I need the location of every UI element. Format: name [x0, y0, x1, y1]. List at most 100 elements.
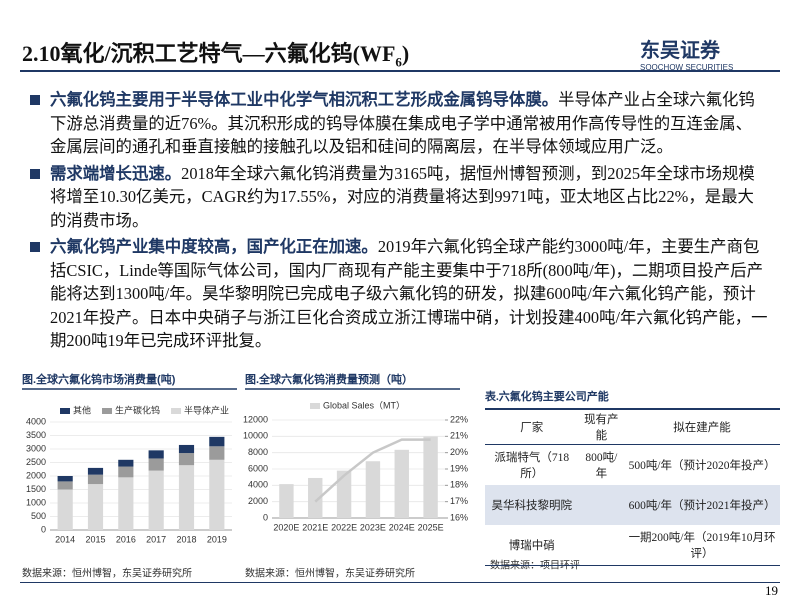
y2-tick-label: 22%: [450, 414, 468, 424]
y2-tick-label: 20%: [450, 447, 468, 457]
bar: [148, 470, 164, 530]
y-tick-label: 6000: [248, 463, 268, 473]
legend-swatch: [102, 408, 113, 414]
bar: [178, 453, 195, 466]
bar: [209, 446, 225, 460]
bar: [178, 444, 195, 454]
x-tick-label: 2025E: [418, 522, 444, 532]
bar: [87, 484, 104, 530]
x-tick-label: 2023E: [360, 522, 386, 532]
bar: [57, 489, 73, 530]
bar: [279, 484, 294, 518]
logo-cn: 东吴证券: [640, 38, 720, 62]
bullet-lead: 需求端增长迅速。: [50, 163, 182, 183]
bar: [209, 459, 225, 530]
header-cell: 厂家: [485, 410, 579, 445]
legend-label: Global Sales（MT）: [323, 400, 405, 410]
table-cell: 一期200吨/年（2019年10月环评）: [624, 525, 780, 566]
bar: [336, 470, 352, 518]
x-tick-label: 2024E: [389, 522, 415, 532]
bullet-text: 2019年六氟化钨全球产能约3000吨/年，主要生产商包括CSIC，Linde等…: [50, 237, 768, 350]
title-end: ): [401, 41, 410, 66]
y-tick-label: 2000: [26, 470, 46, 480]
legend-label: 半导体产业: [184, 404, 229, 415]
x-tick-label: 2021E: [302, 522, 328, 532]
bullet: 六氟化钨主要用于半导体工业中化学气相沉积工艺形成金属钨导体膜。半导体产业占全球六…: [28, 88, 768, 159]
header-cell: 现有产能: [578, 410, 625, 445]
bullet: 需求端增长迅速。2018年全球六氟化钨消费量为3165吨，据恒州博智预测，到20…: [28, 162, 768, 233]
y-tick-label: 1000: [26, 497, 46, 507]
slide-title: 2.10氧化/沉积工艺特气—六氟化钨(WF6): [22, 36, 409, 70]
legend-label: 生产碳化钨: [115, 404, 160, 415]
bar: [87, 467, 104, 475]
y2-tick-label: 21%: [450, 431, 468, 441]
logo-en: SOOCHOW SECURITIES: [640, 63, 734, 72]
y2-tick-label: 16%: [450, 512, 468, 522]
legend-swatch: [171, 408, 182, 414]
x-tick-label: 2019: [207, 534, 227, 544]
bullet: 六氟化钨产业集中度较高，国产化正在加速。2019年六氟化钨全球产能约3000吨/…: [28, 235, 768, 353]
y2-tick-label: 18%: [450, 480, 468, 490]
bar: [178, 465, 195, 530]
bullet-lead: 六氟化钨产业集中度较高，国产化正在加速。: [50, 237, 378, 256]
chart-source: 数据来源：恒州博智，东吴证券研究所: [245, 567, 415, 580]
x-tick-label: 2014: [55, 534, 75, 544]
y-tick-label: 1500: [26, 484, 46, 494]
table-cell: [578, 525, 625, 566]
table-cell: 500吨/年（预计2020年投产）: [628, 460, 776, 472]
table-cell: 昊华科技黎明院: [485, 485, 579, 525]
y-tick-label: 10000: [243, 431, 268, 441]
y-tick-label: 4000: [26, 416, 46, 426]
header-rule: [20, 70, 780, 72]
bar: [394, 449, 409, 518]
y-tick-label: 0: [263, 512, 268, 522]
table-cell: 800吨/年: [585, 452, 618, 480]
y-tick-label: 2500: [26, 457, 46, 467]
y-tick-label: 4000: [248, 480, 268, 490]
header-row: 厂家 现有产能 拟在建产能: [485, 410, 780, 445]
chart-source: 数据来源：恒州博智，东吴证券研究所: [22, 567, 192, 580]
bar: [57, 476, 73, 482]
chart-title: 图.全球六氟化钨消费量预测（吨）: [245, 372, 413, 386]
x-tick-label: 2015: [85, 534, 105, 544]
bar: [423, 436, 438, 518]
bar: [148, 450, 164, 459]
y2-tick-label: 17%: [450, 496, 468, 506]
line-series: [314, 438, 431, 503]
y-tick-label: 500: [31, 511, 46, 521]
capacity-table: 表.六氟化钨主要公司产能 厂家 现有产能 拟在建产能 派瑞特气（718所） 800吨/年 5…: [485, 388, 780, 566]
chart-title: 图.全球六氟化钨市场消费量(吨): [22, 372, 176, 386]
bar: [365, 461, 381, 518]
table-row: 博瑞中硝 一期200吨/年（2019年10月环评）: [485, 525, 780, 566]
x-tick-label: 2018: [176, 534, 196, 544]
y-tick-label: 8000: [248, 447, 268, 457]
bar: [87, 474, 104, 485]
y-tick-label: 2000: [248, 496, 268, 506]
table-cell: 博瑞中硝: [485, 525, 579, 566]
bar: [118, 466, 134, 478]
page-number: 19: [765, 583, 778, 598]
title-text: 2.10氧化/沉积工艺特气—六氟化钨(WF: [22, 41, 396, 66]
y2-tick-label: 19%: [450, 463, 468, 473]
bar: [118, 459, 134, 467]
table-row: 昊华科技黎明院 600吨/年（预计2021年投产）: [485, 485, 780, 525]
bullet-text: 2018年全球六氟化钨消费量为3165吨，据恒州博智预测，到2025年全球市场规…: [50, 163, 755, 230]
bar: [118, 477, 134, 530]
bullet-list: 六氟化钨主要用于半导体工业中化学气相沉积工艺形成金属钨导体膜。半导体产业占全球六…: [28, 88, 768, 356]
header-cell: 拟在建产能: [624, 410, 780, 445]
bar: [209, 436, 225, 447]
bullet-lead: 六氟化钨主要用于半导体工业中化学气相沉积工艺形成金属钨导体膜。: [50, 90, 559, 109]
table-cell: [578, 485, 625, 525]
footer-rule: [20, 582, 780, 583]
y-tick-label: 3000: [26, 443, 46, 453]
x-tick-label: 2017: [146, 534, 166, 544]
x-tick-label: 2022E: [331, 522, 357, 532]
bar: [148, 458, 164, 471]
title-subscript: 6: [395, 54, 402, 70]
table-cell: 600吨/年（预计2021年投产）: [624, 485, 780, 525]
bullet-text: 半导体产业占全球六氟化钨下游总消费量的近76%。其沉积形成的钨导体膜在集成电子学…: [50, 90, 755, 156]
logo: 东吴证券 SOOCHOW SECURITIES: [640, 34, 733, 72]
y-tick-label: 12000: [243, 414, 268, 424]
